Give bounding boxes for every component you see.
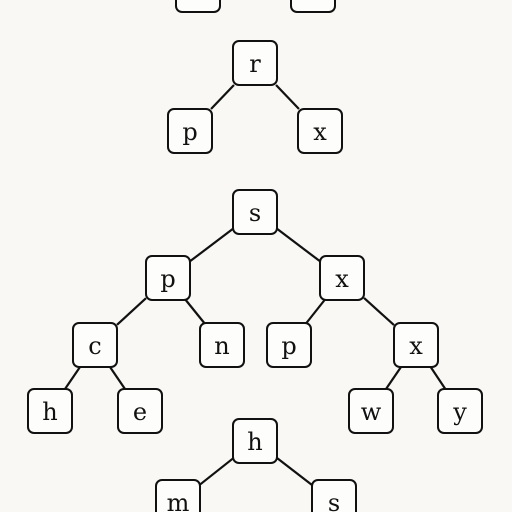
tree-node-t0a [175, 0, 221, 13]
node-box [297, 108, 343, 154]
tree-node-h: h [232, 418, 278, 464]
node-label: h [247, 428, 262, 456]
edge-s-c-to-s-e [109, 366, 126, 390]
node-label: m [167, 489, 190, 512]
node-box [319, 255, 365, 301]
node-label: c [88, 332, 101, 360]
node-label: w [361, 398, 382, 426]
tree-node-r-p: p [167, 108, 213, 154]
tree-node-s-w: w [348, 388, 394, 434]
node-label: s [328, 489, 340, 512]
node-box [437, 388, 483, 434]
node-label: p [182, 118, 197, 146]
node-box [117, 388, 163, 434]
edge-r-to-r-x [275, 84, 300, 110]
edge-s-p-to-s-c [116, 297, 147, 326]
tree-node-s-p2: p [266, 322, 312, 368]
node-box [167, 108, 213, 154]
tree-node-t0b [290, 0, 336, 13]
edge-s-to-s-x [276, 227, 321, 263]
node-box [232, 418, 278, 464]
node-box [27, 388, 73, 434]
edge-s-x2-to-s-w [385, 366, 402, 390]
edge-s-to-s-p [189, 227, 234, 263]
tree-node-s-x2: x [393, 322, 439, 368]
node-box [155, 479, 201, 512]
node-label: x [409, 332, 423, 360]
edge-s-c-to-s-h [64, 366, 81, 390]
node-label: r [249, 50, 261, 78]
edge-h-to-h-s [276, 457, 313, 486]
node-box [175, 0, 221, 13]
edge-r-to-r-p [210, 84, 235, 110]
node-box [393, 322, 439, 368]
edge-s-p-to-s-n [184, 299, 206, 324]
tree-node-s-p: p [145, 255, 191, 301]
edge-h-to-h-m [199, 457, 234, 486]
tree-node-s-h: h [27, 388, 73, 434]
edge-s-x-to-s-x2 [363, 297, 395, 326]
tree-node-r: r [232, 40, 278, 86]
edge-s-x-to-s-p2 [305, 299, 326, 324]
node-label: p [281, 332, 296, 360]
tree-node-s: s [232, 189, 278, 235]
tree-node-s-c: c [72, 322, 118, 368]
node-box [232, 40, 278, 86]
nodes-layer: r p x s p x c n p x h e w y h m s [27, 0, 483, 512]
node-box [266, 322, 312, 368]
node-label: h [42, 398, 57, 426]
node-label: s [249, 199, 261, 227]
node-box [232, 189, 278, 235]
edges-layer [64, 84, 447, 486]
tree-node-s-y: y [437, 388, 483, 434]
tree-node-h-m: m [155, 479, 201, 512]
tree-node-r-x: x [297, 108, 343, 154]
node-box [72, 322, 118, 368]
tree-node-h-s: s [311, 479, 357, 512]
tree-node-s-x: x [319, 255, 365, 301]
node-box [290, 0, 336, 13]
tree-node-s-e: e [117, 388, 163, 434]
node-box [145, 255, 191, 301]
node-label: p [160, 265, 175, 293]
edge-s-x2-to-s-y [429, 366, 447, 390]
tree-node-s-n: n [199, 322, 245, 368]
node-box [348, 388, 394, 434]
node-label: y [452, 398, 467, 426]
node-label: x [313, 118, 327, 146]
node-box [199, 322, 245, 368]
node-box [311, 479, 357, 512]
node-label: e [133, 398, 147, 426]
node-label: n [214, 332, 229, 360]
node-label: x [335, 265, 349, 293]
